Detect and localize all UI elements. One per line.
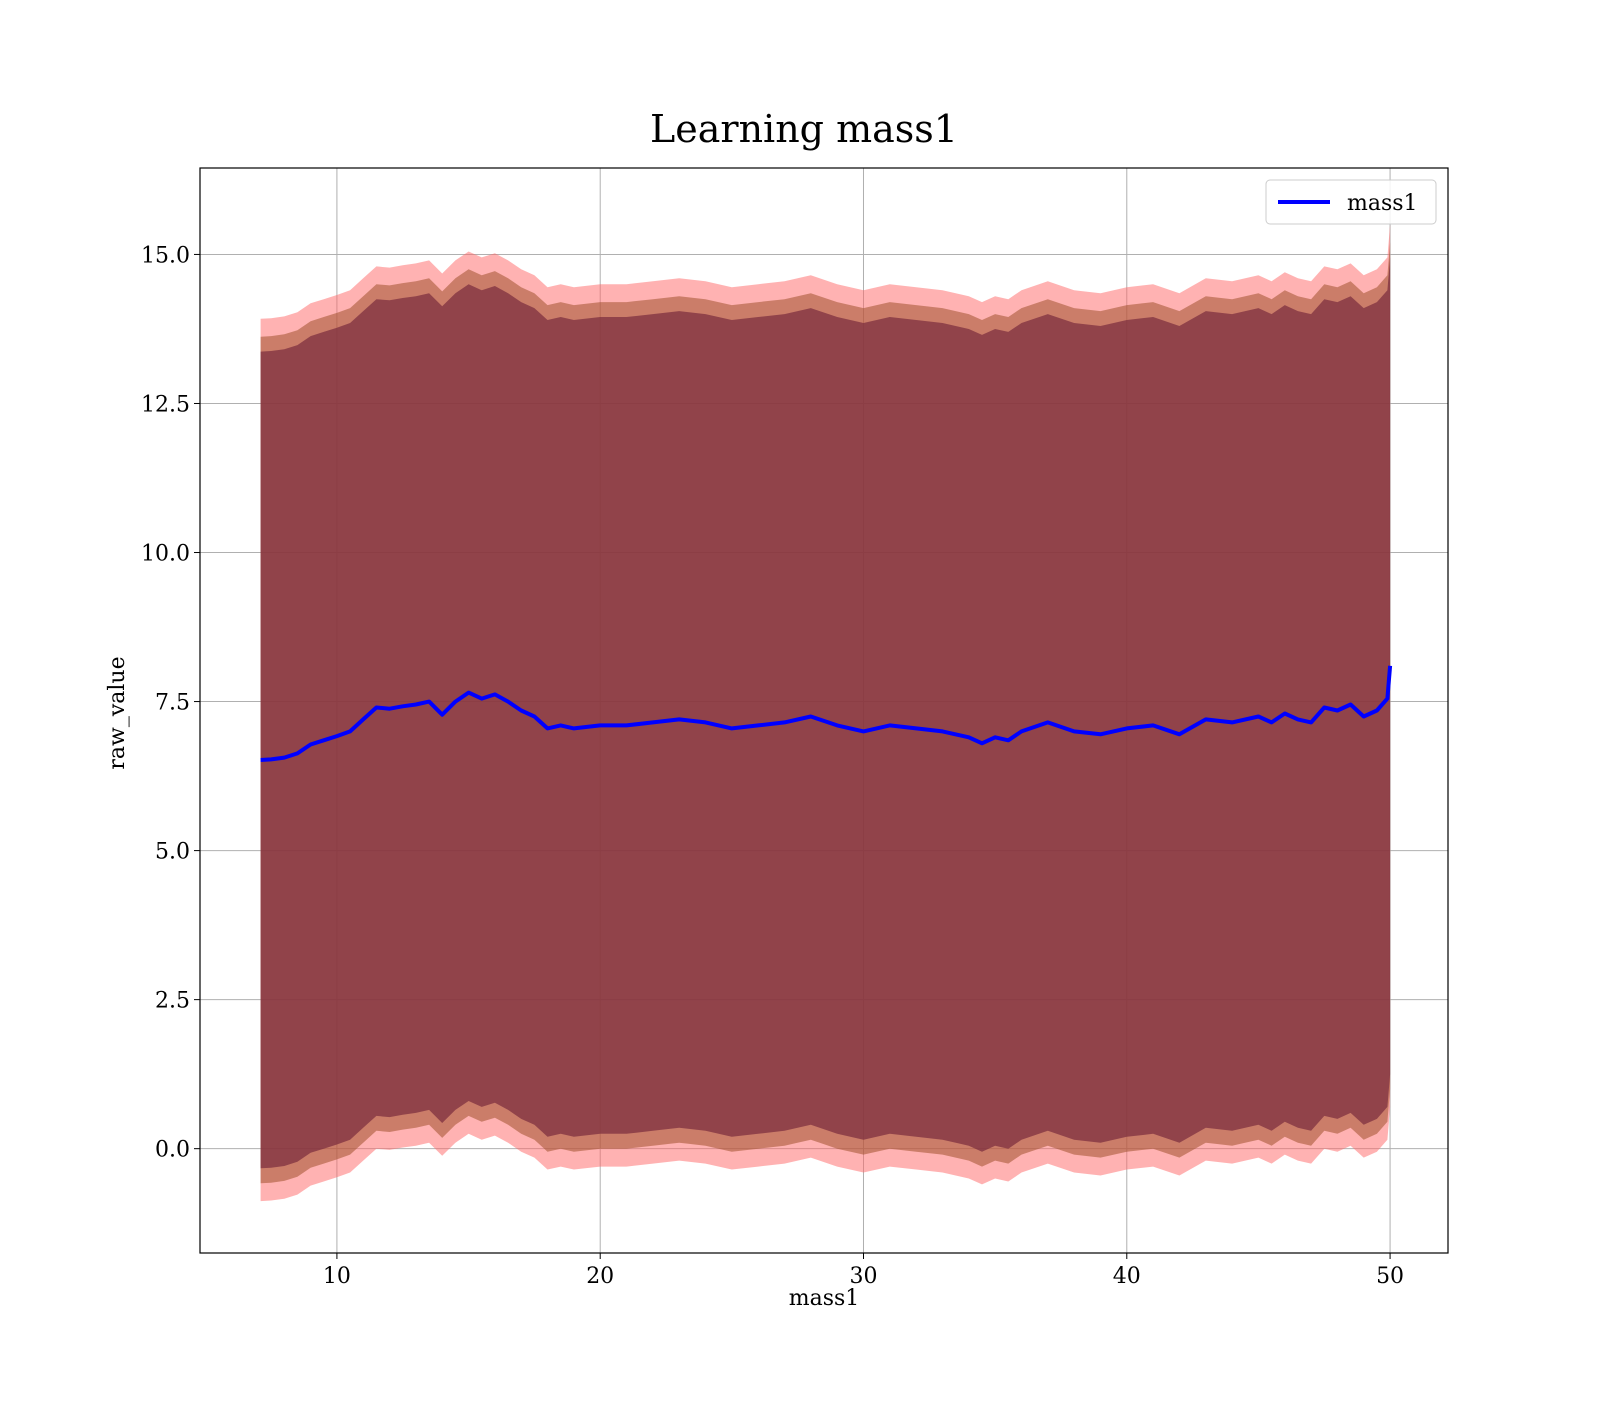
legend-box <box>1265 179 1437 225</box>
band-inner <box>260 257 1391 1169</box>
x-tick-label: 50 <box>1376 1264 1404 1289</box>
axes-frame <box>199 167 1449 1254</box>
chart-title: Learning mass1 <box>650 107 958 151</box>
confidence-bands <box>260 224 1391 1202</box>
x-tick-label: 20 <box>586 1264 614 1289</box>
series-line-mass1 <box>260 665 1393 762</box>
y-axis-ticks: 0.0 2.5 5.0 7.5 10.0 12.5 15.0 <box>141 243 200 1163</box>
mean-lines <box>260 665 1393 762</box>
plot-area <box>199 167 1449 1254</box>
y-tick-label: 2.5 <box>155 989 190 1014</box>
y-tick-label: 12.5 <box>141 392 190 417</box>
x-tick-label: 40 <box>1113 1264 1141 1289</box>
legend-entry-mass1: mass1 <box>1347 191 1418 216</box>
y-tick-label: 10.0 <box>141 542 190 567</box>
x-tick-label: 10 <box>323 1264 351 1289</box>
x-axis-ticks: 10 20 30 40 50 <box>323 1253 1404 1289</box>
y-tick-label: 15.0 <box>141 243 190 268</box>
x-tick-label: 30 <box>849 1264 877 1289</box>
y-tick-label: 5.0 <box>155 840 190 865</box>
y-axis-label: raw_value <box>105 656 130 769</box>
y-tick-label: 7.5 <box>155 691 190 716</box>
y-tick-label: 0.0 <box>155 1138 190 1163</box>
x-axis-label: mass1 <box>789 1286 860 1311</box>
legend: mass1 <box>1265 179 1437 225</box>
